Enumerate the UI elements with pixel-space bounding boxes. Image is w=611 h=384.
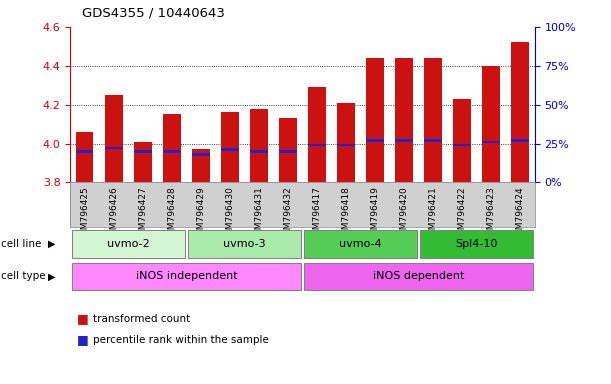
Bar: [163, 114, 181, 182]
Bar: [134, 150, 152, 152]
Bar: [367, 58, 384, 182]
Text: GSM796431: GSM796431: [254, 186, 263, 241]
Bar: [337, 144, 354, 146]
Bar: [76, 150, 93, 152]
Bar: [76, 132, 93, 182]
Bar: [395, 58, 413, 182]
Bar: [71, 263, 301, 290]
Text: GSM796425: GSM796425: [80, 186, 89, 241]
Bar: [105, 147, 122, 149]
Bar: [511, 139, 529, 142]
Text: iNOS independent: iNOS independent: [136, 271, 237, 281]
Bar: [251, 150, 268, 152]
Bar: [163, 150, 181, 152]
Bar: [367, 139, 384, 142]
Bar: [304, 230, 417, 258]
Bar: [420, 230, 533, 258]
Bar: [424, 58, 442, 182]
Text: ▶: ▶: [48, 271, 55, 281]
Text: GSM796427: GSM796427: [138, 186, 147, 241]
Bar: [424, 139, 442, 142]
Bar: [134, 142, 152, 182]
Bar: [105, 95, 122, 182]
Bar: [511, 43, 529, 182]
Bar: [453, 99, 470, 182]
Text: GSM796417: GSM796417: [312, 186, 321, 241]
Bar: [71, 230, 185, 258]
Text: GSM796420: GSM796420: [400, 186, 409, 241]
Text: GSM796429: GSM796429: [196, 186, 205, 241]
Bar: [221, 149, 239, 151]
Bar: [251, 109, 268, 182]
Text: uvmo-4: uvmo-4: [339, 239, 382, 249]
Text: GSM796418: GSM796418: [342, 186, 351, 241]
Bar: [279, 118, 297, 182]
Bar: [188, 230, 301, 258]
Text: GSM796430: GSM796430: [225, 186, 235, 241]
Text: Spl4-10: Spl4-10: [455, 239, 498, 249]
Text: GSM796424: GSM796424: [516, 186, 525, 240]
Bar: [483, 141, 500, 143]
Bar: [337, 103, 354, 182]
Text: iNOS dependent: iNOS dependent: [373, 271, 464, 281]
Text: ▶: ▶: [48, 239, 55, 249]
Text: GSM796428: GSM796428: [167, 186, 177, 241]
Text: cell type: cell type: [1, 271, 46, 281]
Text: cell line: cell line: [1, 239, 42, 249]
Bar: [304, 263, 533, 290]
Bar: [279, 150, 297, 152]
Text: GDS4355 / 10440643: GDS4355 / 10440643: [82, 6, 225, 19]
Text: percentile rank within the sample: percentile rank within the sample: [93, 335, 269, 345]
Text: transformed count: transformed count: [93, 314, 191, 324]
Bar: [309, 87, 326, 182]
Text: uvmo-2: uvmo-2: [107, 239, 150, 249]
Text: GSM796432: GSM796432: [284, 186, 293, 241]
Bar: [221, 113, 239, 182]
Text: GSM796426: GSM796426: [109, 186, 119, 241]
Bar: [192, 149, 210, 182]
Text: GSM796419: GSM796419: [370, 186, 379, 241]
Bar: [483, 66, 500, 182]
Bar: [309, 144, 326, 146]
Text: GSM796422: GSM796422: [458, 186, 467, 240]
Text: GSM796423: GSM796423: [486, 186, 496, 241]
Text: uvmo-3: uvmo-3: [223, 239, 266, 249]
Text: ■: ■: [76, 312, 88, 325]
Bar: [453, 144, 470, 146]
Text: GSM796421: GSM796421: [428, 186, 437, 241]
Text: ■: ■: [76, 333, 88, 346]
Bar: [395, 139, 413, 142]
Bar: [192, 153, 210, 156]
